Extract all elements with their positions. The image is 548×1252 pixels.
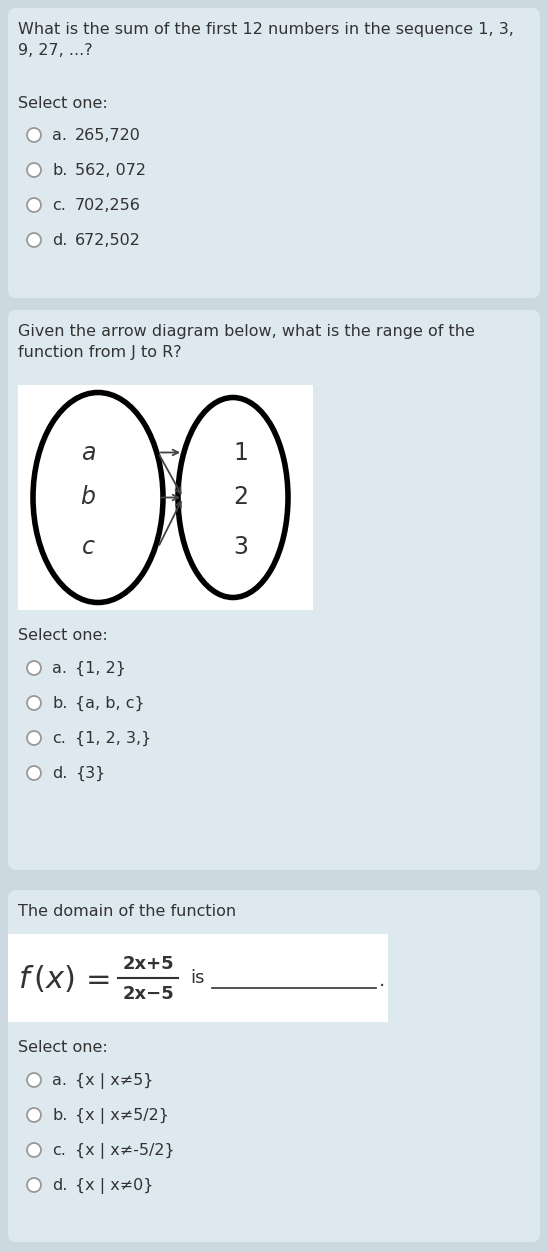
Text: {a, b, c}: {a, b, c} xyxy=(75,696,145,711)
Text: a.: a. xyxy=(52,128,67,143)
Text: Select one:: Select one: xyxy=(18,1040,108,1055)
Text: b.: b. xyxy=(52,163,67,178)
Text: d.: d. xyxy=(52,1178,67,1193)
Text: 672,502: 672,502 xyxy=(75,233,141,248)
Text: {x | x≠-5/2}: {x | x≠-5/2} xyxy=(75,1143,175,1159)
Text: 3: 3 xyxy=(233,536,248,560)
Text: a.: a. xyxy=(52,661,67,676)
Text: $=$: $=$ xyxy=(80,964,110,993)
Text: c: c xyxy=(82,536,94,560)
Text: c.: c. xyxy=(52,731,66,746)
FancyBboxPatch shape xyxy=(8,8,540,298)
Text: c.: c. xyxy=(52,198,66,213)
FancyBboxPatch shape xyxy=(8,310,540,870)
Circle shape xyxy=(27,696,41,710)
Text: d.: d. xyxy=(52,233,67,248)
Circle shape xyxy=(27,1108,41,1122)
Text: {1, 2}: {1, 2} xyxy=(75,661,126,676)
Text: .: . xyxy=(379,970,385,989)
Text: Given the arrow diagram below, what is the range of the
function from J to R?: Given the arrow diagram below, what is t… xyxy=(18,324,475,361)
Text: 2x−5: 2x−5 xyxy=(122,985,174,1003)
FancyBboxPatch shape xyxy=(8,934,388,1022)
Text: The domain of the function: The domain of the function xyxy=(18,904,236,919)
Text: is: is xyxy=(190,969,204,987)
Circle shape xyxy=(27,731,41,745)
Text: 265,720: 265,720 xyxy=(75,128,141,143)
Text: {1, 2, 3,}: {1, 2, 3,} xyxy=(75,731,151,746)
Text: b: b xyxy=(81,486,95,510)
Text: 702,256: 702,256 xyxy=(75,198,141,213)
Circle shape xyxy=(27,128,41,141)
Text: d.: d. xyxy=(52,766,67,781)
Text: $f\,(x)$: $f\,(x)$ xyxy=(18,963,75,994)
Text: b.: b. xyxy=(52,1108,67,1123)
Text: 562, 072: 562, 072 xyxy=(75,163,146,178)
Circle shape xyxy=(27,1143,41,1157)
Text: b.: b. xyxy=(52,696,67,711)
Text: {3}: {3} xyxy=(75,766,105,781)
Text: What is the sum of the first 12 numbers in the sequence 1, 3,
9, 27, ...?: What is the sum of the first 12 numbers … xyxy=(18,23,514,58)
Text: a.: a. xyxy=(52,1073,67,1088)
Circle shape xyxy=(27,198,41,212)
Text: c.: c. xyxy=(52,1143,66,1158)
FancyBboxPatch shape xyxy=(18,386,313,610)
Text: Select one:: Select one: xyxy=(18,629,108,644)
Circle shape xyxy=(27,163,41,177)
Text: {x | x≠0}: {x | x≠0} xyxy=(75,1178,153,1194)
Circle shape xyxy=(27,661,41,675)
Circle shape xyxy=(27,766,41,780)
Circle shape xyxy=(27,1178,41,1192)
Text: 2: 2 xyxy=(233,486,248,510)
Circle shape xyxy=(27,233,41,247)
Text: a: a xyxy=(81,441,95,464)
Text: Select one:: Select one: xyxy=(18,96,108,111)
Circle shape xyxy=(27,1073,41,1087)
Text: 1: 1 xyxy=(233,441,248,464)
Text: {x | x≠5}: {x | x≠5} xyxy=(75,1073,153,1089)
Text: {x | x≠5/2}: {x | x≠5/2} xyxy=(75,1108,169,1124)
FancyBboxPatch shape xyxy=(8,890,540,1242)
Text: 2x+5: 2x+5 xyxy=(122,955,174,973)
